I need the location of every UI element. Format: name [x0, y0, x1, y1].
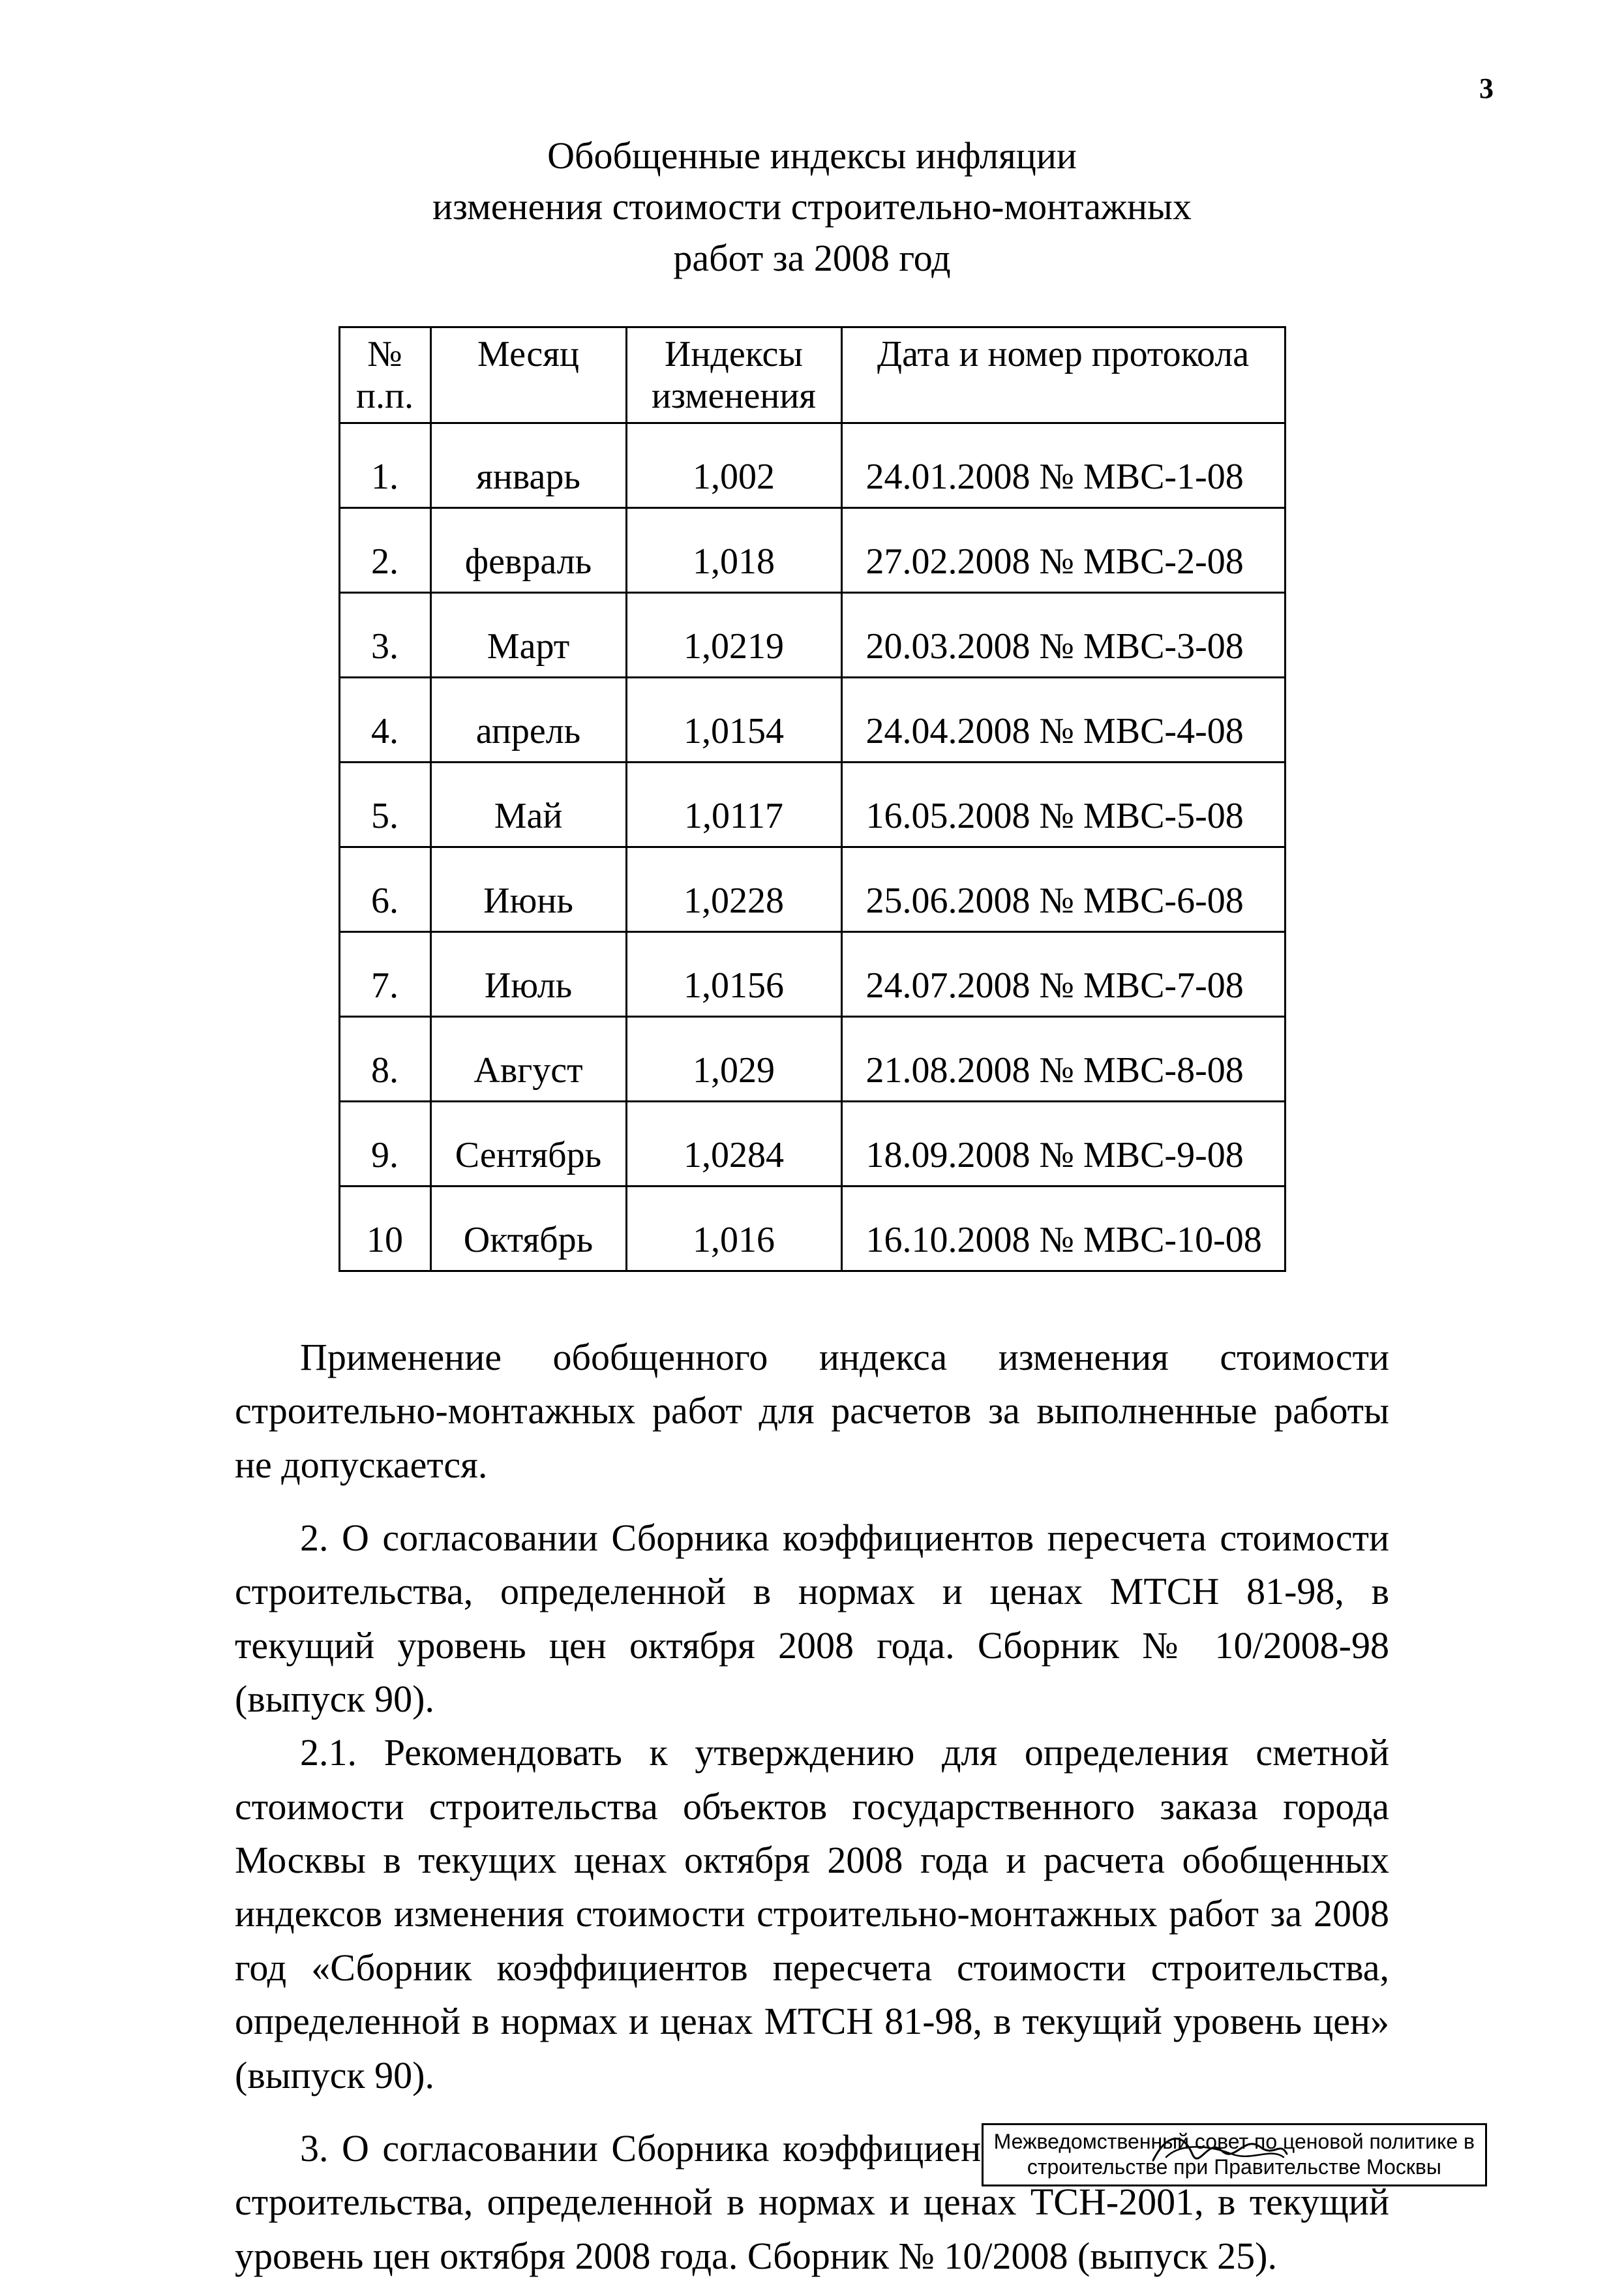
table-row: 4.апрель1,015424.04.2008 № МВС-4-08: [339, 677, 1285, 762]
document-title: Обобщенные индексы инфляции изменения ст…: [235, 130, 1389, 284]
cell-month: Август: [430, 1016, 626, 1101]
cell-protocol: 27.02.2008 № МВС-2-08: [841, 507, 1285, 592]
cell-num: 9.: [339, 1101, 430, 1186]
cell-num: 6.: [339, 847, 430, 931]
cell-protocol: 21.08.2008 № МВС-8-08: [841, 1016, 1285, 1101]
col-header-month: Месяц: [430, 327, 626, 423]
table-row: 1.январь1,00224.01.2008 № МВС-1-08: [339, 423, 1285, 507]
table-row: 9.Сентябрь1,028418.09.2008 № МВС-9-08: [339, 1101, 1285, 1186]
cell-protocol: 24.07.2008 № МВС-7-08: [841, 931, 1285, 1016]
cell-index: 1,0284: [626, 1101, 841, 1186]
inflation-index-table: № п.п. Месяц Индексы изменения Дата и но…: [338, 326, 1286, 1272]
table-row: 3.Март1,021920.03.2008 № МВС-3-08: [339, 592, 1285, 677]
col-header-index: Индексы изменения: [626, 327, 841, 423]
table-row: 10Октябрь1,01616.10.2008 № МВС-10-08: [339, 1186, 1285, 1271]
cell-num: 3.: [339, 592, 430, 677]
stamp-line-1: Межведомственный совет по ценовой полити…: [994, 2130, 1475, 2153]
cell-index: 1,0228: [626, 847, 841, 931]
cell-num: 1.: [339, 423, 430, 507]
cell-index: 1,002: [626, 423, 841, 507]
cell-index: 1,029: [626, 1016, 841, 1101]
table-row: 7.Июль1,015624.07.2008 № МВС-7-08: [339, 931, 1285, 1016]
paragraph-1: Применение обобщенного индекса изменения…: [235, 1331, 1389, 1492]
table-header-row: № п.п. Месяц Индексы изменения Дата и но…: [339, 327, 1285, 423]
table-row: 5.Май1,011716.05.2008 № МВС-5-08: [339, 762, 1285, 847]
cell-month: Март: [430, 592, 626, 677]
paragraph-2: 2. О согласовании Сборника коэффициентов…: [235, 1511, 1389, 1726]
cell-protocol: 24.04.2008 № МВС-4-08: [841, 677, 1285, 762]
cell-num: 10: [339, 1186, 430, 1271]
title-line-1: Обобщенные индексы инфляции: [365, 130, 1259, 181]
cell-num: 5.: [339, 762, 430, 847]
cell-num: 2.: [339, 507, 430, 592]
table-row: 6.Июнь1,022825.06.2008 № МВС-6-08: [339, 847, 1285, 931]
page-number: 3: [1479, 72, 1494, 105]
cell-month: Июнь: [430, 847, 626, 931]
cell-protocol: 25.06.2008 № МВС-6-08: [841, 847, 1285, 931]
cell-month: Июль: [430, 931, 626, 1016]
cell-month: Май: [430, 762, 626, 847]
cell-protocol: 16.10.2008 № МВС-10-08: [841, 1186, 1285, 1271]
cell-month: апрель: [430, 677, 626, 762]
title-line-2: изменения стоимости строительно-монтажны…: [365, 181, 1259, 232]
cell-month: Октябрь: [430, 1186, 626, 1271]
page: 3 Обобщенные индексы инфляции изменения …: [0, 0, 1624, 2278]
cell-protocol: 18.09.2008 № МВС-9-08: [841, 1101, 1285, 1186]
cell-protocol: 16.05.2008 № МВС-5-08: [841, 762, 1285, 847]
cell-month: Сентябрь: [430, 1101, 626, 1186]
paragraph-3: 2.1. Рекомендовать к утверждению для опр…: [235, 1726, 1389, 2102]
table-row: 2.февраль1,01827.02.2008 № МВС-2-08: [339, 507, 1285, 592]
cell-month: февраль: [430, 507, 626, 592]
footer-stamp: Межведомственный совет по ценовой полити…: [982, 2123, 1487, 2186]
table-row: 8.Август1,02921.08.2008 № МВС-8-08: [339, 1016, 1285, 1101]
cell-num: 4.: [339, 677, 430, 762]
cell-index: 1,0219: [626, 592, 841, 677]
cell-month: январь: [430, 423, 626, 507]
cell-index: 1,0154: [626, 677, 841, 762]
col-header-num: № п.п.: [339, 327, 430, 423]
cell-protocol: 24.01.2008 № МВС-1-08: [841, 423, 1285, 507]
stamp-line-2: строительстве при Правительстве Москвы: [1027, 2155, 1441, 2179]
cell-index: 1,016: [626, 1186, 841, 1271]
cell-index: 1,0156: [626, 931, 841, 1016]
cell-index: 1,018: [626, 507, 841, 592]
cell-protocol: 20.03.2008 № МВС-3-08: [841, 592, 1285, 677]
cell-num: 7.: [339, 931, 430, 1016]
cell-index: 1,0117: [626, 762, 841, 847]
title-line-3: работ за 2008 год: [365, 233, 1259, 284]
cell-num: 8.: [339, 1016, 430, 1101]
col-header-protocol: Дата и номер протокола: [841, 327, 1285, 423]
